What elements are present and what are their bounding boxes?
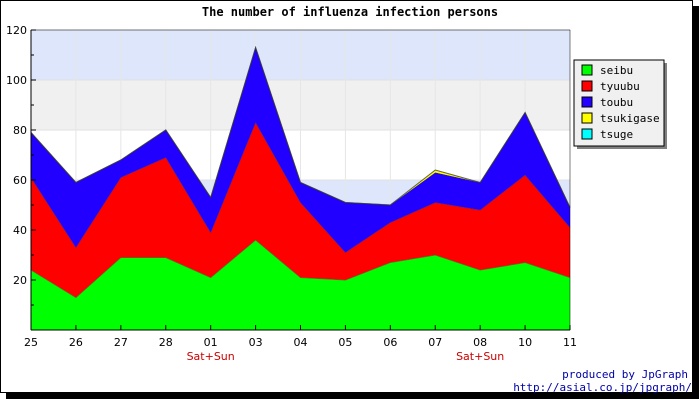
x-tick-label: 10 [518, 336, 532, 349]
x-tick-label: 28 [159, 336, 173, 349]
x-tick-label: 06 [383, 336, 397, 349]
line-tsuge [30, 45, 571, 208]
legend-label-toubu: toubu [600, 96, 633, 109]
x-tick-label: 25 [24, 336, 38, 349]
frame-shadow-right [693, 6, 699, 399]
y-tick-label: 40 [13, 224, 27, 237]
x-tick-label: 11 [563, 336, 577, 349]
legend-swatch-toubu [581, 96, 593, 108]
y-tick-label: 20 [13, 274, 27, 287]
x-tick-label: 05 [338, 336, 352, 349]
y-tick-label: 100 [6, 74, 27, 87]
area-toubu [31, 47, 570, 253]
x-tick-sublabel: Sat+Sun [456, 350, 504, 363]
legend-label-tyuubu: tyuubu [600, 80, 640, 93]
x-tick-sublabel: Sat+Sun [187, 350, 235, 363]
y-tick-label: 120 [6, 24, 27, 37]
x-tick-label: 27 [114, 336, 128, 349]
x-tick-label: 04 [294, 336, 308, 349]
x-tick-label: 07 [428, 336, 442, 349]
frame-shadow-bottom [6, 393, 699, 399]
legend-swatch-tyuubu [581, 80, 593, 92]
credit-line-1: produced by JpGraph [562, 368, 688, 381]
legend: seibu tyuubu toubu tsukigase tsuge [573, 59, 667, 149]
legend-label-seibu: seibu [600, 64, 633, 77]
area-seibu [31, 240, 570, 330]
credit-line-2[interactable]: http://asial.co.jp/jpgraph/ [513, 381, 692, 394]
area-tyuubu [31, 122, 570, 298]
legend-swatch-seibu [581, 64, 593, 76]
legend-label-tsuge: tsuge [600, 128, 633, 141]
chart-title: The number of influenza infection person… [202, 5, 498, 19]
x-tick-label: 08 [473, 336, 487, 349]
x-tick-label: 03 [249, 336, 263, 349]
series-areas [30, 45, 571, 330]
legend-swatch-tsukigase [581, 112, 593, 124]
legend-swatch-tsuge [581, 128, 593, 140]
x-tick-label: 01 [204, 336, 218, 349]
y-tick-label: 60 [13, 174, 27, 187]
x-tick-label: 26 [69, 336, 83, 349]
legend-label-tsukigase: tsukigase [600, 112, 660, 125]
y-tick-label: 80 [13, 124, 27, 137]
